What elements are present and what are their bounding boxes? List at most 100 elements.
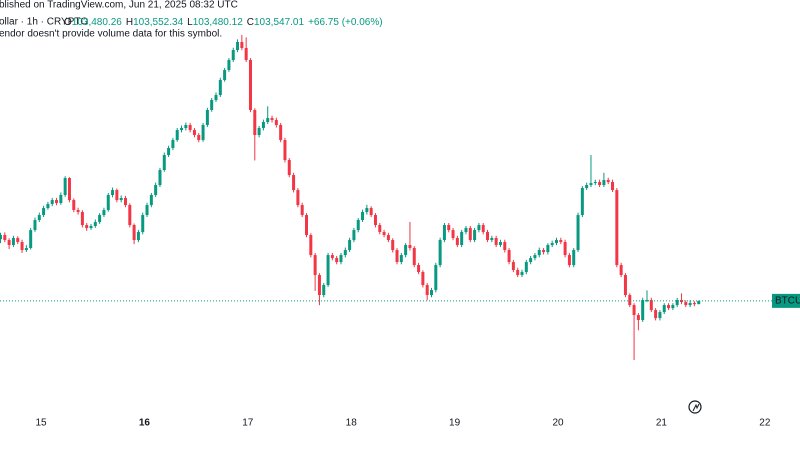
candle-body (253, 110, 257, 136)
candle-body (667, 305, 671, 309)
publish-line: blished on TradingView.com, Jun 21, 2025… (0, 0, 238, 11)
candle-body (619, 265, 623, 276)
candle-body (339, 255, 343, 263)
candle-body (460, 232, 464, 246)
candle-body (645, 300, 649, 302)
ohlc-value: 103,552.34 (133, 17, 183, 28)
candle-body (697, 300, 701, 305)
candle-body (356, 220, 360, 231)
candle-body (236, 41, 240, 51)
candle-body (684, 302, 688, 306)
candle-body (85, 225, 89, 229)
candle-body (421, 272, 425, 286)
candle-body (503, 242, 507, 251)
candle-body (63, 178, 67, 196)
candle-body (115, 190, 119, 201)
candle-body (106, 195, 110, 211)
candle-body (205, 110, 209, 126)
candle-body (123, 198, 127, 206)
candle-body (567, 255, 571, 266)
candle-body (192, 130, 196, 136)
candle-body (55, 200, 59, 204)
volume-note: endor doesn't provide volume data for th… (0, 29, 222, 40)
candle-body (507, 250, 511, 263)
candle-body (287, 160, 291, 176)
candle-body (529, 258, 533, 263)
candle-body (369, 208, 373, 216)
candle-body (309, 235, 313, 256)
candle-body (606, 180, 610, 183)
candle-body (623, 275, 627, 296)
candle-body (438, 240, 442, 266)
candle-body (119, 198, 123, 201)
candle-body (317, 275, 321, 296)
candle-body (585, 185, 589, 189)
x-tick-label: 16 (139, 418, 151, 429)
candle-body (417, 265, 421, 273)
candle-body (425, 285, 429, 296)
candle-body (498, 242, 502, 246)
candle-body (524, 262, 528, 273)
candle-body (93, 222, 97, 227)
candle-body (37, 215, 41, 221)
candle-body (141, 215, 145, 233)
candle-body (188, 125, 192, 131)
candle-body (399, 255, 403, 263)
candle-body (24, 248, 28, 251)
candle-body (171, 140, 175, 149)
candle-body (430, 290, 433, 296)
candle-body (641, 300, 645, 321)
candle-body (326, 255, 330, 286)
candle-body (554, 240, 558, 244)
candle-body (412, 248, 416, 266)
candle-body (468, 228, 472, 241)
candle-body (628, 295, 632, 306)
candle-body (511, 262, 515, 271)
candle-body (447, 225, 451, 231)
candle-body (162, 155, 166, 171)
candle-body (373, 215, 377, 226)
candle-body (80, 212, 84, 226)
candle-body (404, 245, 408, 256)
candle-body (455, 238, 459, 246)
candle-body (248, 59, 252, 111)
candle-body (197, 135, 201, 141)
candle-body (257, 128, 261, 136)
tv-logo-mark (692, 403, 700, 412)
symbol-label: BTCUSD (775, 296, 800, 307)
candle-body (378, 225, 382, 233)
candle-body (580, 188, 584, 216)
ohlc-prefix: O (64, 17, 72, 28)
ohlc-value: 103,480.26 (72, 17, 122, 28)
candle-body (210, 100, 214, 111)
candle-body (537, 250, 541, 256)
candle-body (486, 232, 490, 241)
candle-body (46, 204, 50, 209)
candle-body (361, 212, 365, 221)
candle-body (154, 185, 158, 196)
candle-body (464, 228, 468, 233)
candle-body (111, 190, 115, 196)
symbol-tag (772, 293, 800, 308)
x-tick-label: 22 (759, 418, 771, 429)
candle-body (481, 225, 485, 233)
candle-body (42, 208, 46, 216)
candle-body (292, 175, 296, 191)
symbol-line: ollar · 1h · CRYPTO (0, 17, 88, 28)
candle-body (615, 190, 619, 266)
candle-body (391, 240, 395, 251)
ohlc-legend: O103,480.26 H103,552.34 L103,480.12 C103,54… (64, 17, 383, 28)
candle-body (546, 245, 550, 253)
candle-body (300, 205, 304, 216)
candle-body (636, 315, 640, 321)
candle-body (11, 238, 15, 246)
ohlc-value: 103,480.12 (193, 17, 243, 28)
candle-body (50, 200, 54, 205)
candle-body (244, 47, 248, 60)
candles (0, 34, 701, 361)
candle-body (149, 195, 153, 206)
candle-body (490, 238, 494, 241)
ohlc-prefix: H (126, 17, 133, 28)
x-tick-label: 19 (449, 418, 461, 429)
